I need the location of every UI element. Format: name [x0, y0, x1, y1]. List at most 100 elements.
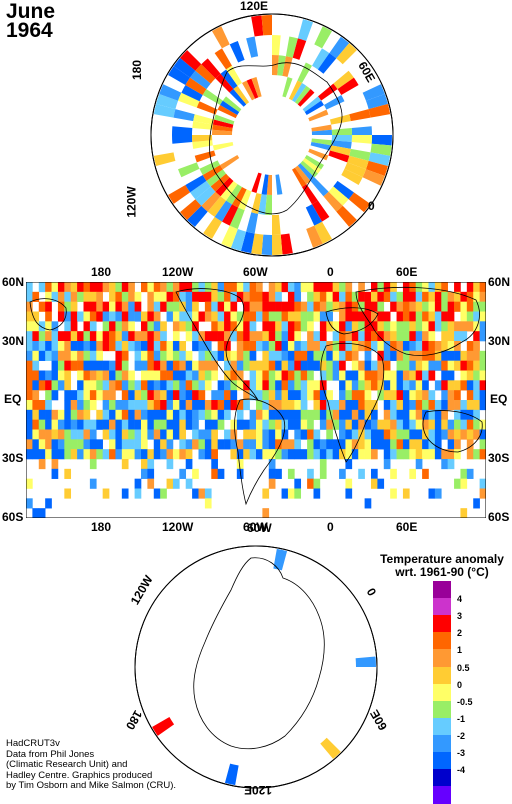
anomaly-cell	[224, 282, 231, 293]
anomaly-cell	[211, 331, 218, 342]
anomaly-cell	[326, 341, 333, 352]
anomaly-cell	[211, 360, 218, 371]
anomaly-cell	[268, 341, 276, 352]
anomaly-cell	[345, 429, 353, 440]
anomaly-cell	[364, 370, 372, 381]
anomaly-cell	[204, 429, 212, 440]
anomaly-cell	[345, 282, 353, 293]
anomaly-cell	[339, 449, 346, 460]
anomaly-cell	[319, 321, 327, 332]
anomaly-cell	[371, 449, 378, 460]
anomaly-cell	[358, 321, 365, 332]
anomaly-cell	[434, 409, 442, 420]
anomaly-cell	[89, 360, 97, 371]
anomaly-cell	[217, 390, 225, 401]
anomaly-cell	[261, 174, 269, 195]
anomaly-cell	[466, 360, 474, 371]
anomaly-cell	[479, 449, 486, 460]
anomaly-cell	[89, 321, 97, 332]
anomaly-cell	[147, 380, 155, 391]
anomaly-cell	[422, 409, 429, 420]
anomaly-cell	[26, 360, 33, 371]
anomaly-cell	[193, 114, 215, 125]
anomaly-cell	[166, 419, 174, 430]
anomaly-cell	[147, 390, 155, 401]
anomaly-cell	[204, 498, 212, 509]
anomaly-cell	[153, 409, 161, 420]
anomaly-cell	[51, 419, 59, 430]
anomaly-cell	[256, 301, 263, 312]
anomaly-cell	[422, 301, 429, 312]
anomaly-cell	[38, 321, 46, 332]
anomaly-cell	[460, 360, 468, 371]
anomaly-cell	[26, 498, 33, 509]
anomaly-cell	[83, 282, 91, 293]
anomaly-cell	[313, 360, 321, 371]
anomaly-cell	[396, 350, 404, 361]
anomaly-cell	[281, 488, 289, 499]
anomaly-cell	[224, 341, 231, 352]
anomaly-cell	[160, 449, 167, 460]
anomaly-cell	[466, 301, 474, 312]
anomaly-cell	[281, 429, 289, 440]
anomaly-cell	[192, 468, 199, 479]
anomaly-cell	[365, 160, 388, 177]
anomaly-cell	[51, 409, 59, 420]
anomaly-cell	[77, 400, 84, 411]
anomaly-cell	[224, 429, 231, 440]
anomaly-cell	[454, 282, 461, 293]
anomaly-cell	[128, 449, 135, 460]
anomaly-cell	[396, 331, 404, 342]
anomaly-cell	[202, 165, 223, 181]
anomaly-cell	[282, 56, 293, 78]
anomaly-cell	[281, 331, 289, 342]
anomaly-cell	[64, 380, 72, 391]
anomaly-cell	[89, 331, 97, 342]
anomaly-cell	[26, 331, 33, 342]
anomaly-cell	[26, 409, 33, 420]
anomaly-cell	[212, 124, 233, 132]
anomaly-cell	[152, 717, 175, 736]
anomaly-cell	[460, 301, 468, 312]
anomaly-cell	[351, 291, 359, 302]
anomaly-cell	[345, 419, 353, 430]
anomaly-cell	[249, 301, 257, 312]
anomaly-cell	[272, 234, 283, 255]
anomaly-cell	[313, 429, 321, 440]
anomaly-cell	[121, 419, 129, 430]
anomaly-cell	[402, 449, 410, 460]
anomaly-cell	[251, 172, 262, 193]
anomaly-cell	[441, 419, 448, 430]
anomaly-cell	[64, 291, 72, 302]
anomaly-cell	[256, 419, 263, 430]
anomaly-cell	[26, 419, 33, 430]
anomaly-cell	[300, 419, 308, 430]
anomaly-cell	[109, 341, 116, 352]
anomaly-cell	[466, 419, 474, 430]
anomaly-cell	[434, 400, 442, 411]
anomaly-cell	[287, 301, 295, 312]
anomaly-cell	[230, 380, 238, 391]
anomaly-cell	[77, 449, 84, 460]
anomaly-cell	[243, 400, 250, 411]
anomaly-cell	[249, 331, 257, 342]
anomaly-cell	[313, 449, 321, 460]
anomaly-cell	[115, 360, 123, 371]
anomaly-cell	[57, 282, 65, 293]
anomaly-cell	[242, 80, 256, 101]
anomaly-cell	[83, 370, 91, 381]
anomaly-cell	[128, 439, 135, 450]
anomaly-cell	[172, 311, 180, 322]
anomaly-cell	[307, 301, 314, 312]
anomaly-cell	[358, 419, 365, 430]
anomaly-cell	[198, 370, 206, 381]
anomaly-cell	[83, 360, 91, 371]
anomaly-cell	[297, 89, 315, 107]
anomaly-cell	[166, 429, 174, 440]
anomaly-cell	[277, 55, 286, 76]
anomaly-cell	[268, 390, 276, 401]
anomaly-cell	[358, 341, 365, 352]
anomaly-cell	[300, 160, 318, 178]
anomaly-cell	[447, 400, 455, 411]
anomaly-cell	[64, 390, 72, 401]
